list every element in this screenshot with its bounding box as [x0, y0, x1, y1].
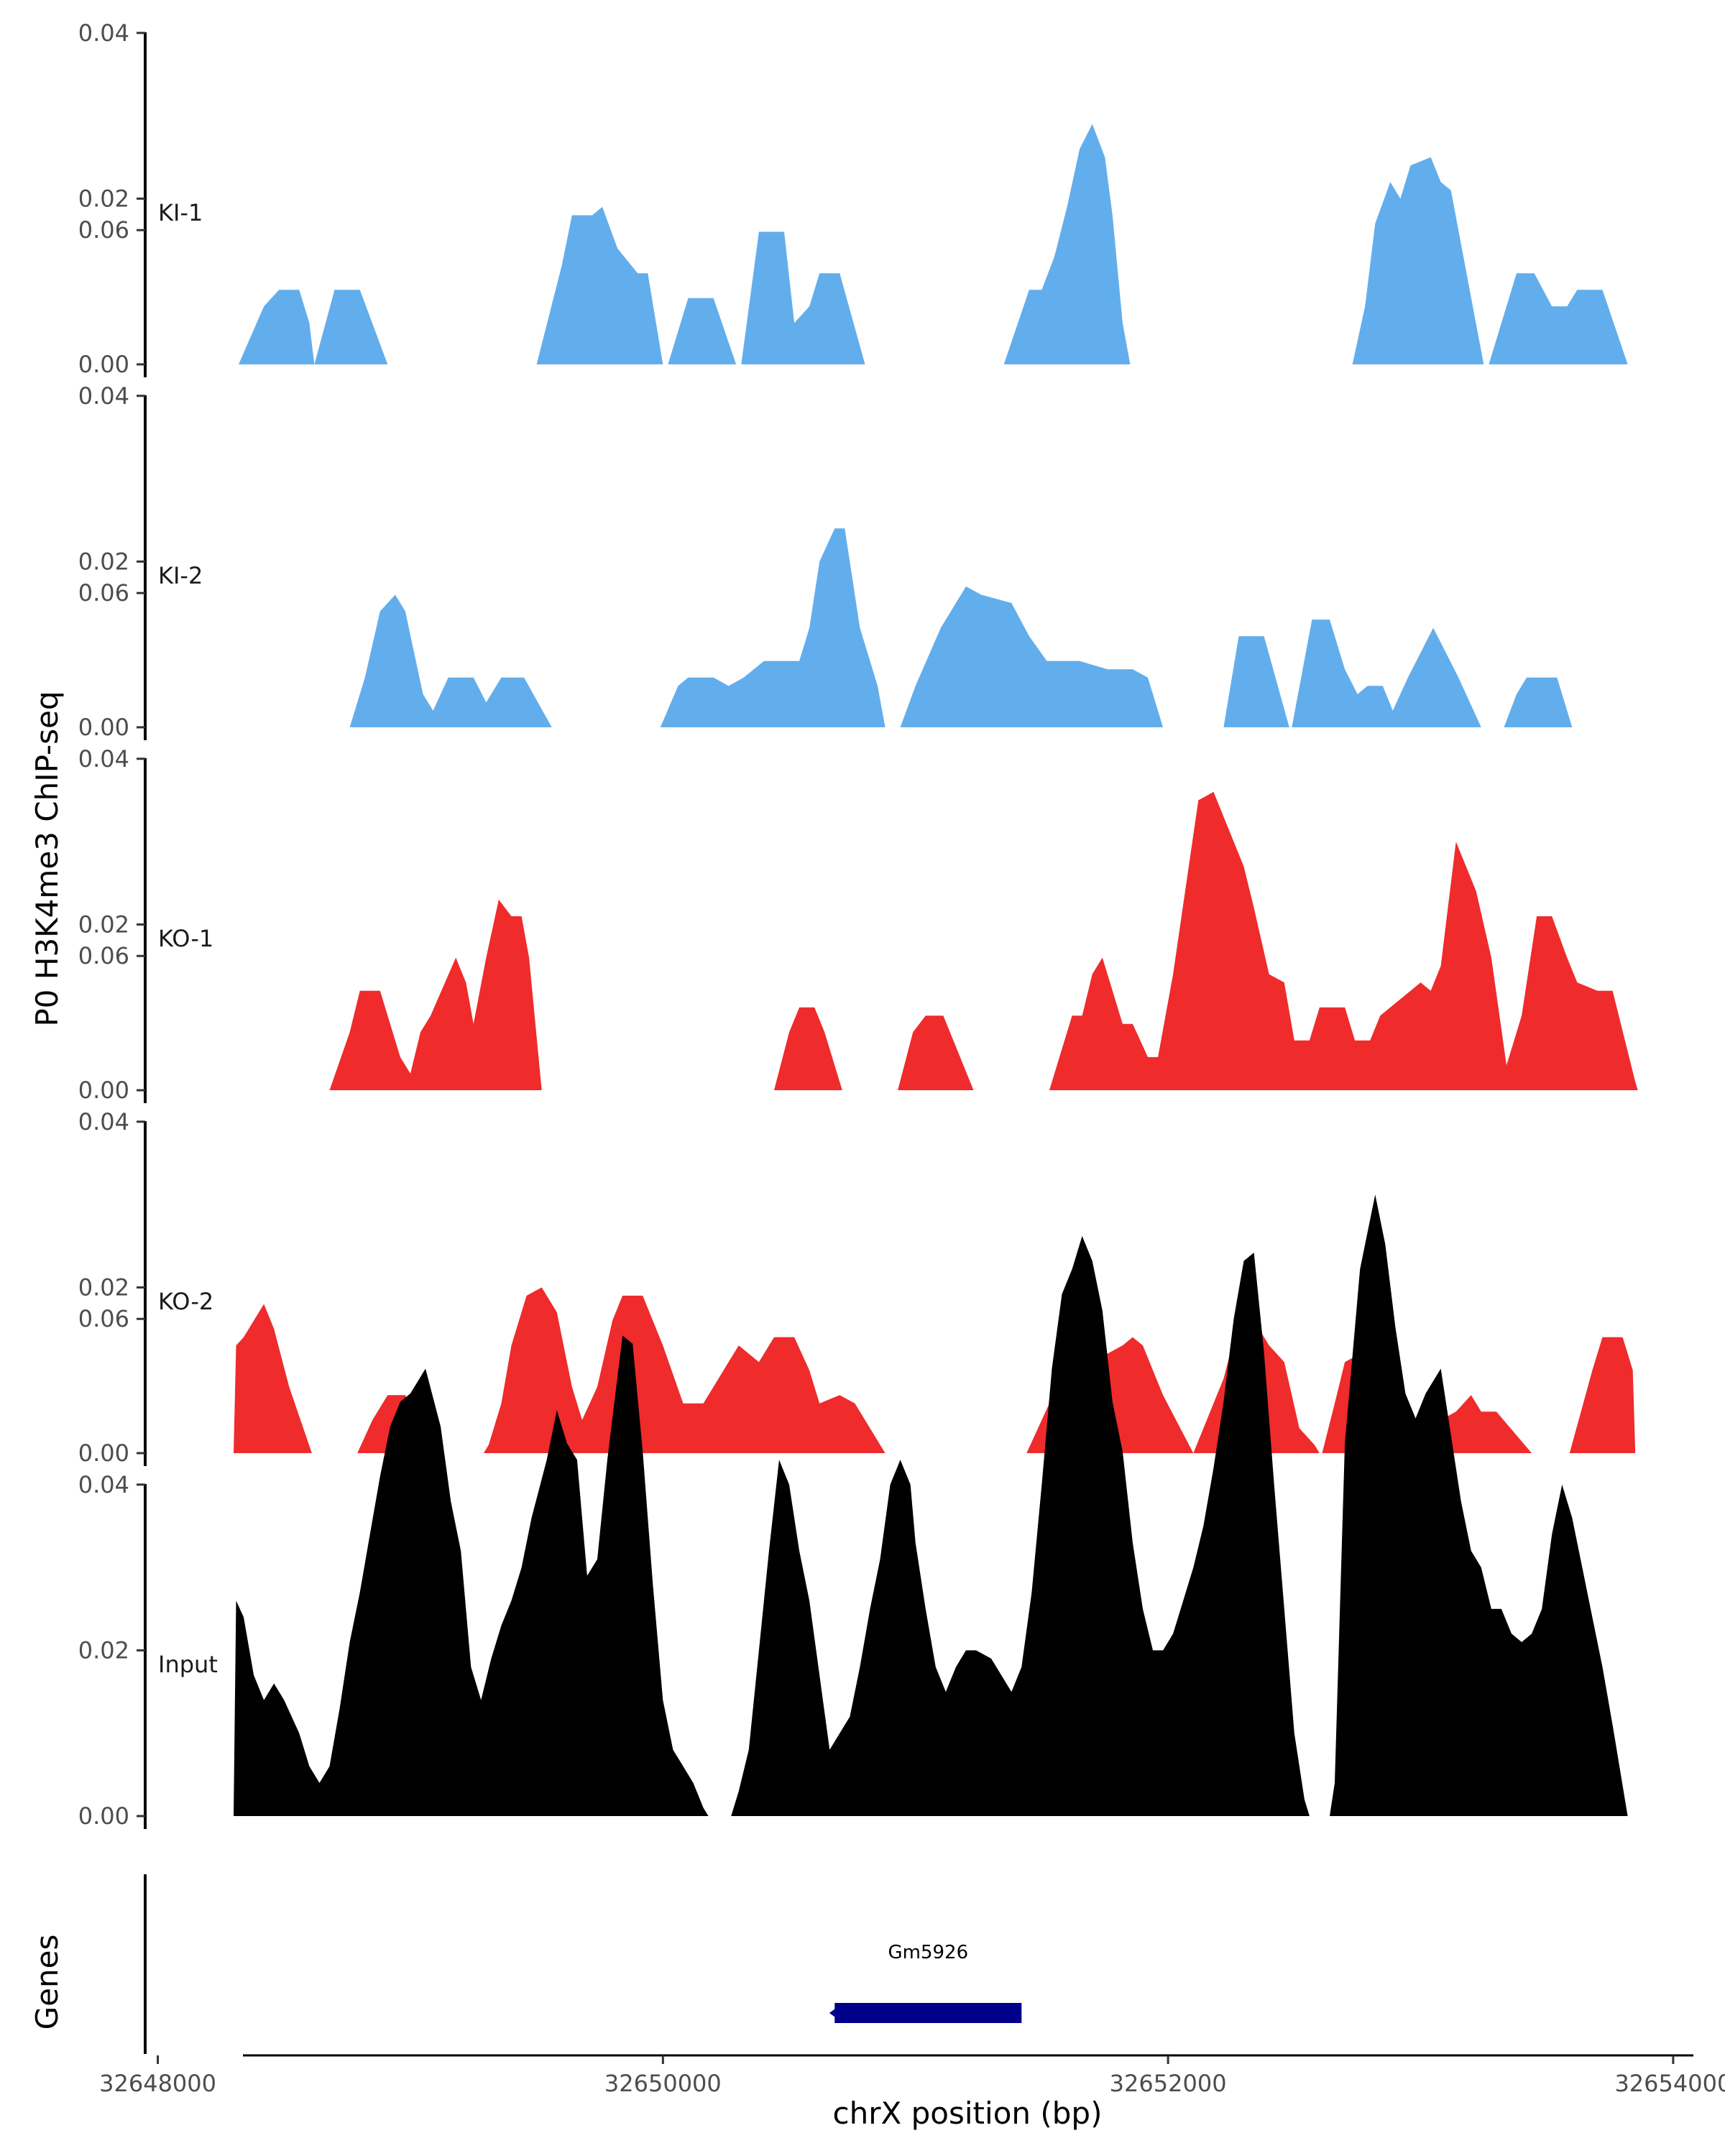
y-axis-title: P0 H3K4me3 ChIP-seq [29, 691, 65, 1026]
signal-area-ki-1-4 [668, 298, 737, 364]
x-ticks: 32648000 32650000 32652000 32654000 [99, 2055, 1725, 2097]
signal-area-input-3 [1330, 1194, 1628, 1816]
signal-area-ko-1-1 [329, 899, 542, 1090]
x-tick-label: 32652000 [1110, 2070, 1227, 2097]
signal-area-ko-1-4 [1049, 791, 1638, 1090]
y-tick-label-input: 0.04 [78, 1471, 129, 1498]
gene-body-gm5926 [834, 2003, 1022, 2023]
signal-area-ki-1-6 [1003, 124, 1131, 364]
x-tick-label: 32648000 [99, 2070, 216, 2097]
y-tick-label-ki-2: 0.02 [78, 548, 129, 575]
track-label-ko-1: KO-1 [158, 925, 213, 952]
signal-area-ki-2-3 [900, 586, 1164, 727]
signal-area-ko-1-2 [774, 1007, 842, 1090]
signal-area-ki-1-2 [314, 290, 388, 364]
y-tick-label-input: 0.06 [78, 1305, 129, 1332]
genes-panel: Genes Gm5926 [29, 1874, 1022, 2054]
strand-arrow-icon [829, 2004, 843, 2022]
signal-area-ko-2-7 [1425, 1395, 1532, 1453]
track-ko-1: 0.00 0.02 0.04 0.06 KO-1 [78, 579, 1638, 1104]
signal-area-ki-1-1 [239, 290, 315, 364]
signal-area-input-2 [731, 1235, 1310, 1816]
track-ki-1: 0.00 0.02 0.04 0.06 KI-1 [78, 19, 1628, 378]
y-tick-label-ki-2: 0.04 [78, 382, 129, 410]
signal-area-ki-2-6 [1504, 677, 1573, 727]
signal-area-ko-2-8 [1569, 1337, 1636, 1453]
x-tick-label: 32654000 [1614, 2070, 1725, 2097]
signal-area-ki-2-4 [1223, 636, 1289, 727]
y-tick-label-ko-2: 0.02 [78, 1273, 129, 1301]
signal-area-input-1 [234, 1335, 709, 1816]
y-tick-label-ko-2: 0.04 [78, 1108, 129, 1135]
y-tick-label-ki-2: 0.00 [78, 714, 129, 741]
y-tick-label-ki-1: 0.00 [78, 351, 129, 378]
signal-area-ki-1-5 [741, 231, 865, 364]
gene-label-gm5926: Gm5926 [888, 1942, 968, 1963]
signal-area-ko-2-1 [234, 1304, 312, 1453]
track-ki-2: 0.00 0.02 0.04 0.06 KI-2 [78, 216, 1573, 741]
signal-area-ko-2-3 [483, 1287, 886, 1453]
signal-area-ki-2-2 [660, 528, 886, 727]
y-tick-label-ki-1: 0.02 [78, 185, 129, 212]
y-tick-label-ko-2: 0.00 [78, 1439, 129, 1467]
y-tick-label-ko-1: 0.06 [78, 579, 129, 607]
track-label-input: Input [158, 1651, 218, 1678]
x-axis: 32648000 32650000 32652000 32654000 chrX po… [99, 2054, 1725, 2131]
y-tick-label-ko-1: 0.04 [78, 745, 129, 773]
track-label-ki-1: KI-1 [158, 199, 203, 226]
track-label-ki-2: KI-2 [158, 562, 203, 589]
y-tick-label-input: 0.02 [78, 1636, 129, 1664]
signal-area-ki-2-5 [1292, 619, 1481, 727]
signal-area-ko-1-3 [898, 1015, 974, 1090]
signal-area-ki-2-1 [349, 594, 552, 727]
y-tick-label-ki-2: 0.06 [78, 216, 129, 244]
signal-area-ki-1-3 [536, 206, 663, 364]
signal-area-ki-1-7 [1352, 157, 1484, 365]
x-axis-title: chrX position (bp) [833, 2096, 1103, 2131]
y-tick-label-input: 0.00 [78, 1802, 129, 1830]
gene-layer: Gm5926 [829, 1942, 1022, 2023]
y-tick-label-ko-2: 0.06 [78, 942, 129, 969]
genes-panel-title: Genes [29, 1935, 65, 2030]
y-tick-label-ko-1: 0.00 [78, 1077, 129, 1104]
track-input: 0.00 0.02 0.04 0.06 Input [78, 1194, 1628, 1830]
x-tick-label: 32650000 [604, 2070, 722, 2097]
track-label-ko-2: KO-2 [158, 1288, 213, 1315]
signal-tracks: 0.00 0.02 0.04 0.06 KI-1 0.00 0.02 0.04 0.06 KI-2… [78, 19, 1638, 1830]
y-tick-label-ki-1: 0.04 [78, 19, 129, 47]
y-tick-label-ko-1: 0.02 [78, 911, 129, 938]
signal-area-ki-1-8 [1489, 273, 1628, 364]
